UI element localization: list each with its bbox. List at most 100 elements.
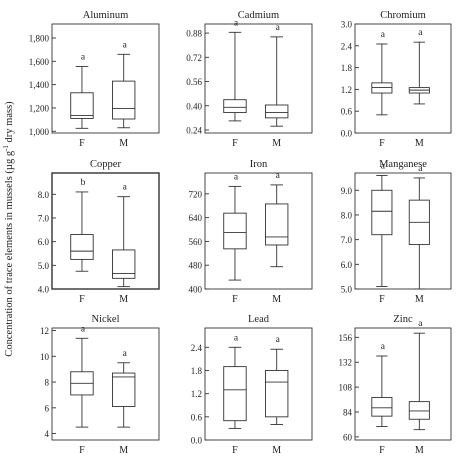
zinc-x-label-f: F xyxy=(379,445,385,456)
manganese-y-tick-label: 6.0 xyxy=(341,260,353,270)
aluminum-x-label-m: M xyxy=(119,138,128,149)
lead-y-tick-label: 0.0 xyxy=(191,436,203,446)
aluminum-title: Aluminum xyxy=(83,10,129,21)
lead-box-m xyxy=(265,370,289,418)
iron-x-label-m: M xyxy=(272,294,281,305)
iron-y-tick-label: 720 xyxy=(189,189,203,199)
copper-x-label-f: F xyxy=(79,294,85,305)
aluminum-box-m xyxy=(112,80,136,120)
cadmium-x-label-m: M xyxy=(272,138,281,149)
cadmium-panel: Cadmium 0.24 0.40 0.56 0.72 0.88 a Fa M xyxy=(186,10,313,149)
lead-title: Lead xyxy=(248,314,270,325)
copper-y-tick-label: 6.0 xyxy=(38,237,50,247)
chromium-y-tick-label: 0.0 xyxy=(341,129,353,139)
manganese-significance-letter-m: a xyxy=(418,164,423,174)
copper-panel: Copper 4.0 5.0 6.0 7.0 8.0 b Fa M xyxy=(38,159,160,305)
manganese-significance-letter-f: a xyxy=(381,161,386,171)
iron-y-tick-label: 640 xyxy=(189,213,203,223)
manganese-panel: Manganese 5.0 6.0 7.0 8.0 9.0 a Fa M xyxy=(341,159,452,305)
chromium-y-tick-label: 2.4 xyxy=(341,41,353,51)
nickel-y-tick-label: 8 xyxy=(45,378,50,388)
zinc-y-tick-label: 132 xyxy=(339,358,353,368)
nickel-box-m xyxy=(112,372,136,407)
zinc-title: Zinc xyxy=(393,314,413,325)
copper-title: Copper xyxy=(90,159,121,170)
zinc-x-label-m: M xyxy=(415,445,424,456)
nickel-y-tick-label: 12 xyxy=(40,326,49,336)
lead-significance-letter-m: a xyxy=(276,335,281,345)
lead-panel: Lead 0.0 0.6 1.2 1.8 2.4 a Fa M xyxy=(191,314,313,456)
lead-x-label-f: F xyxy=(232,445,238,456)
lead-y-tick-label: 0.6 xyxy=(191,412,203,422)
chromium-y-tick-label: 1.8 xyxy=(341,63,353,73)
manganese-box-f xyxy=(371,189,393,236)
nickel-x-label-m: M xyxy=(119,445,128,456)
copper-y-tick-label: 8.0 xyxy=(38,190,50,200)
zinc-box-m xyxy=(408,401,430,420)
aluminum-y-tick-label: 1,600 xyxy=(29,57,50,67)
cadmium-significance-letter-m: a xyxy=(276,23,281,33)
zinc-box-f xyxy=(371,397,393,417)
zinc-y-tick-label: 84 xyxy=(343,408,353,418)
chromium-significance-letter-f: a xyxy=(381,30,386,40)
lead-significance-letter-f: a xyxy=(234,333,239,343)
copper-significance-letter-f: b xyxy=(81,178,86,188)
zinc-significance-letter-f: a xyxy=(381,342,386,352)
lead-y-tick-label: 1.8 xyxy=(191,366,203,376)
lead-y-tick-label: 1.2 xyxy=(191,389,202,399)
chromium-x-label-m: M xyxy=(415,138,424,149)
aluminum-y-tick-label: 1,800 xyxy=(29,33,50,43)
cadmium-box-m xyxy=(265,104,289,119)
zinc-y-tick-label: 156 xyxy=(339,333,353,343)
nickel-significance-letter-f: a xyxy=(81,324,86,334)
iron-y-tick-label: 480 xyxy=(189,261,203,271)
nickel-panel: Nickel 4 6 8 10 12 a Fa M xyxy=(40,314,160,456)
manganese-x-label-m: M xyxy=(415,294,424,305)
lead-x-label-m: M xyxy=(272,445,281,456)
nickel-significance-letter-m: a xyxy=(123,349,128,359)
iron-title: Iron xyxy=(250,159,268,170)
iron-box-m xyxy=(265,203,289,246)
chromium-y-tick-label: 1.2 xyxy=(341,85,352,95)
iron-y-tick-label: 560 xyxy=(189,237,203,247)
iron-x-label-f: F xyxy=(232,294,238,305)
iron-significance-letter-m: a xyxy=(276,171,281,181)
nickel-x-label-f: F xyxy=(79,445,85,456)
iron-plot-frame xyxy=(204,172,313,290)
chromium-y-tick-label: 0.6 xyxy=(341,107,353,117)
copper-significance-letter-m: a xyxy=(123,183,128,193)
aluminum-x-label-f: F xyxy=(79,138,85,149)
lead-plot-frame xyxy=(204,327,313,441)
zinc-panel: Zinc 60 84 108 132 156 a Fa M xyxy=(339,314,452,456)
box-plot-panels: Aluminum1,0001,2001,4001,6001,800aFaMCad… xyxy=(29,10,452,456)
copper-plot-frame xyxy=(51,172,160,290)
cadmium-significance-letter-f: a xyxy=(234,18,239,28)
chromium-x-label-f: F xyxy=(379,138,385,149)
manganese-y-tick-label: 9.0 xyxy=(341,186,353,196)
aluminum-plot-frame xyxy=(51,23,160,134)
cadmium-box-f xyxy=(223,99,247,114)
iron-y-tick-label: 400 xyxy=(189,285,203,295)
nickel-y-tick-label: 6 xyxy=(45,403,50,413)
manganese-x-label-f: F xyxy=(379,294,385,305)
zinc-y-tick-label: 108 xyxy=(339,383,353,393)
chromium-plot-frame xyxy=(354,23,452,134)
aluminum-box-f xyxy=(70,92,94,119)
nickel-title: Nickel xyxy=(92,314,120,325)
aluminum-significance-letter-m: a xyxy=(123,40,128,50)
cadmium-y-tick-label: 0.40 xyxy=(186,101,202,111)
nickel-y-tick-label: 10 xyxy=(40,352,50,362)
manganese-y-tick-label: 5.0 xyxy=(341,285,353,295)
aluminum-y-tick-label: 1,200 xyxy=(29,103,50,113)
lead-box-f xyxy=(223,366,247,422)
copper-box-m xyxy=(112,249,136,279)
aluminum-significance-letter-f: a xyxy=(81,53,86,63)
chromium-y-tick-label: 3.0 xyxy=(341,20,353,30)
chromium-panel: Chromium 0.0 0.6 1.2 1.8 2.4 3.0 a Fa M xyxy=(341,10,452,149)
cadmium-title: Cadmium xyxy=(238,10,279,21)
chromium-significance-letter-m: a xyxy=(418,28,423,38)
lead-y-tick-label: 2.4 xyxy=(191,343,203,353)
copper-y-tick-label: 4.0 xyxy=(38,285,50,295)
iron-panel: Iron 400 480 560 640 720 a Fa M xyxy=(189,159,313,305)
